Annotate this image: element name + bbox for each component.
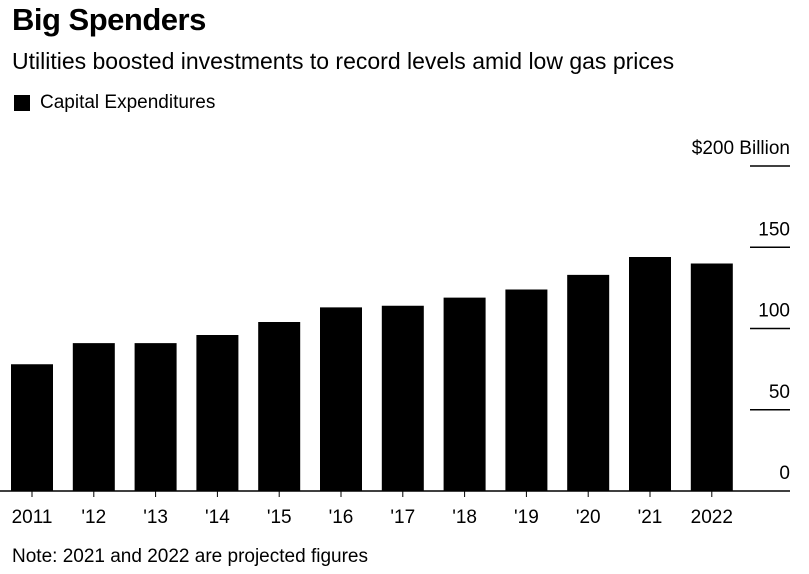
chart-title: Big Spenders: [12, 2, 206, 37]
x-tick-label: '18: [452, 507, 477, 528]
y-tick-label: 150: [758, 219, 790, 240]
x-tick-label: '20: [576, 507, 601, 528]
y-tick-label: 100: [758, 301, 790, 322]
bar-12: [72, 343, 115, 491]
x-tick-label: 2011: [12, 507, 53, 528]
bar-20: [567, 274, 610, 491]
legend-label: Capital Expenditures: [40, 92, 216, 113]
x-tick-label: '13: [143, 507, 168, 528]
y-tick-label: 50: [769, 382, 790, 403]
x-tick-label: '15: [267, 507, 292, 528]
chart-subtitle: Utilities boosted investments to record …: [12, 48, 675, 74]
bar-16: [320, 307, 362, 491]
bar-2022: [690, 263, 733, 491]
x-tick-label: '21: [638, 507, 663, 528]
bar-19: [505, 289, 548, 491]
x-tick-label: '14: [205, 507, 230, 528]
x-tick-label: '19: [514, 507, 539, 528]
bar-13: [134, 343, 177, 491]
x-tick-label: 2022: [691, 507, 733, 528]
x-tick-label: '12: [81, 507, 106, 528]
legend: Capital Expenditures: [14, 92, 215, 114]
x-tick-label: '16: [329, 507, 354, 528]
legend-swatch: [14, 95, 30, 111]
bar-21: [629, 257, 671, 491]
bar-15: [258, 322, 301, 491]
y-tick-label: 0: [779, 463, 790, 484]
bar-17: [381, 305, 424, 491]
y-tick-label: $200 Billion: [692, 138, 790, 159]
chart-note: Note: 2021 and 2022 are projected figure…: [12, 546, 368, 567]
x-tick-label: '17: [390, 507, 415, 528]
bar-14: [196, 335, 239, 491]
bar-2011: [11, 364, 53, 491]
bar-18: [443, 297, 486, 491]
